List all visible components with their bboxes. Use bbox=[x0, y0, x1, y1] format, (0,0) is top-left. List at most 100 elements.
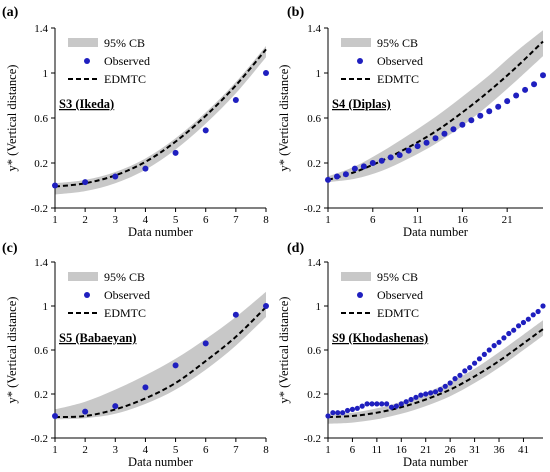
x-tick-label: 26 bbox=[445, 444, 457, 456]
observed-point bbox=[388, 404, 395, 410]
observed-point bbox=[520, 319, 527, 326]
observed-point bbox=[325, 176, 331, 183]
x-tick-label: 1 bbox=[52, 444, 58, 456]
x-tick-label: 5 bbox=[173, 214, 179, 226]
x-tick-label: 16 bbox=[457, 214, 469, 226]
x-tick-label: 31 bbox=[469, 444, 480, 456]
station-annotation: S9 (Khodashenas) bbox=[332, 331, 428, 345]
observed-point bbox=[359, 403, 365, 409]
observed-point bbox=[398, 401, 404, 407]
edmtc-curve bbox=[54, 48, 267, 188]
observed-point bbox=[432, 135, 439, 142]
y-tick-label: 0.6 bbox=[34, 345, 48, 357]
x-tick-label: 8 bbox=[263, 214, 269, 226]
x-tick-label: 7 bbox=[233, 444, 239, 456]
observed-point bbox=[481, 351, 487, 357]
observed-point bbox=[369, 401, 375, 407]
observed-point bbox=[82, 408, 89, 415]
station-annotation: S4 (Diplas) bbox=[332, 97, 391, 111]
x-tick-label: 4 bbox=[143, 444, 149, 456]
x-tick-label: 36 bbox=[494, 444, 506, 456]
observed-point bbox=[432, 389, 439, 395]
y-tick-label: 1.4 bbox=[34, 23, 48, 35]
y-axis-label: y* (Vertical distance) bbox=[277, 297, 291, 404]
x-axis-label: Data number bbox=[128, 225, 194, 239]
x-tick-label: 1 bbox=[325, 444, 331, 456]
edmtc-curve bbox=[327, 328, 544, 419]
observed-point bbox=[142, 384, 149, 391]
x-tick-label: 6 bbox=[203, 444, 209, 456]
x-tick-label: 4 bbox=[143, 214, 149, 226]
observed-point bbox=[414, 143, 421, 150]
legend-swatch-observed bbox=[84, 292, 90, 298]
panel-a: -0.2 0.2 0.6 1 1.4 1 2 3 4 5 6 7 8 95% CB Observed EDMT… bbox=[2, 5, 269, 239]
panel-c: -0.2 0.2 0.6 1 1.4 1 2 3 4 5 6 7 8 95% CB Observed EDMT… bbox=[2, 241, 269, 469]
x-tick-label: 7 bbox=[233, 214, 239, 226]
observed-point bbox=[486, 347, 492, 353]
observed-point bbox=[501, 335, 507, 341]
y-tick-label: -0.2 bbox=[304, 203, 321, 215]
observed-point bbox=[471, 360, 478, 366]
x-axis-label: Data number bbox=[403, 455, 469, 469]
legend-swatch-observed bbox=[84, 58, 90, 64]
x-tick-label: 2 bbox=[82, 214, 88, 226]
confidence-band bbox=[55, 46, 266, 195]
legend-swatch-band bbox=[68, 38, 98, 47]
x-tick-label: 6 bbox=[203, 214, 209, 226]
x-tick-label: 21 bbox=[502, 214, 513, 226]
x-tick-label: 6 bbox=[350, 444, 356, 456]
observed-point bbox=[504, 98, 511, 105]
legend-swatch-band bbox=[341, 38, 371, 47]
x-axis-label: Data number bbox=[128, 455, 194, 469]
observed-point bbox=[112, 173, 119, 180]
observed-point bbox=[82, 179, 89, 186]
observed-point bbox=[172, 149, 179, 156]
observed-point bbox=[462, 368, 468, 374]
y-tick-label: -0.2 bbox=[304, 433, 321, 445]
observed-point bbox=[495, 103, 502, 110]
observed-point bbox=[374, 401, 380, 407]
legend-label-observed: Observed bbox=[377, 54, 423, 68]
x-tick-label: 11 bbox=[372, 444, 383, 456]
legend-label-edmtc: EDMTC bbox=[104, 306, 146, 320]
observed-point bbox=[457, 372, 463, 378]
panel-label: (c) bbox=[2, 241, 18, 256]
edmtc-curve bbox=[54, 306, 267, 419]
observed-point bbox=[405, 147, 412, 154]
observed-point bbox=[403, 399, 409, 405]
observed-point bbox=[396, 152, 403, 159]
observed-point bbox=[369, 160, 376, 166]
y-tick-label: -0.2 bbox=[31, 433, 48, 445]
y-tick-label: 1 bbox=[43, 301, 49, 313]
legend-label-edmtc: EDMTC bbox=[377, 72, 419, 86]
panel-label: (b) bbox=[287, 5, 304, 20]
y-axis-label: y* (Vertical distance) bbox=[5, 297, 19, 404]
observed-point bbox=[450, 126, 457, 133]
legend-label-band: 95% CB bbox=[104, 270, 145, 284]
observed-point bbox=[408, 396, 414, 403]
x-tick-label: 1 bbox=[325, 214, 331, 226]
observed-point bbox=[437, 387, 443, 393]
y-tick-label: 0.2 bbox=[307, 389, 321, 401]
observed-point bbox=[522, 86, 529, 93]
observed-point bbox=[515, 323, 522, 329]
x-tick-label: 21 bbox=[420, 444, 431, 456]
observed-point bbox=[349, 406, 356, 412]
observed-point bbox=[344, 407, 351, 414]
observed-point bbox=[428, 390, 434, 396]
observed-point bbox=[441, 130, 448, 137]
observed-point bbox=[263, 303, 269, 309]
y-tick-label: 1 bbox=[316, 301, 322, 313]
y-tick-label: 1.4 bbox=[307, 257, 321, 269]
observed-point bbox=[491, 343, 497, 349]
x-tick-label: 11 bbox=[412, 214, 423, 226]
legend-swatch-observed bbox=[357, 292, 363, 298]
observed-point bbox=[202, 340, 209, 347]
x-axis-label: Data number bbox=[403, 225, 469, 239]
x-tick-label: 5 bbox=[173, 444, 179, 456]
legend-label-observed: Observed bbox=[104, 54, 150, 68]
observed-point bbox=[325, 413, 331, 419]
observed-point bbox=[447, 380, 453, 386]
observed-point bbox=[459, 121, 466, 128]
